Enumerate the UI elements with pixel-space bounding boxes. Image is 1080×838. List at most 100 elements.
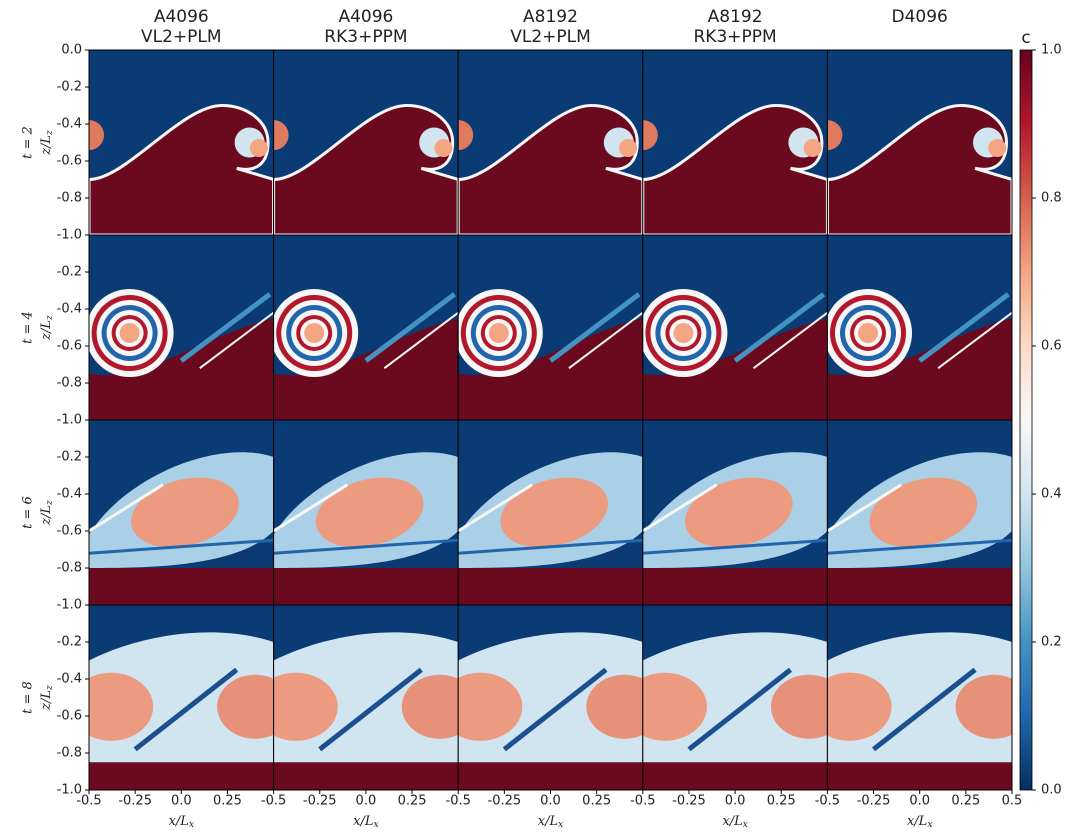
panel-art: [89, 672, 154, 741]
panel-art: [827, 120, 843, 151]
panel-art: [827, 483, 903, 533]
row-label: t = 2: [21, 126, 36, 159]
panel-art: [937, 311, 1013, 369]
panel-art: [827, 568, 1012, 605]
row-label: t = 4: [21, 311, 36, 344]
y-tick-label: -0.2: [57, 635, 82, 650]
panel-art: [364, 292, 457, 363]
y-tick-label: -1.0: [57, 783, 82, 798]
panel-art: [642, 318, 828, 420]
panel-art: [458, 538, 643, 555]
x-axis-label-sub: x: [189, 820, 194, 830]
panel: [642, 605, 828, 790]
y-tick-label: -0.4: [57, 117, 82, 132]
panel-art: [803, 139, 822, 158]
panel-art: [273, 483, 349, 533]
y-axis-label: z/Lz: [39, 500, 55, 526]
panel: [89, 50, 274, 235]
x-tick-label: -0.5: [446, 794, 471, 809]
y-axis-label-sub: z: [45, 685, 55, 691]
x-tick-label: 0.25: [213, 794, 242, 809]
panel-art: [827, 538, 1013, 555]
colorbar-tick-label: 1.0: [1041, 43, 1062, 58]
x-tick-label: -0.25: [672, 794, 706, 809]
panel: [827, 235, 1013, 420]
panel-art: [458, 672, 523, 741]
x-tick-label: -0.5: [76, 794, 101, 809]
panel-art: [869, 477, 978, 548]
panel-art: [89, 538, 274, 555]
x-tick-label: -0.25: [303, 794, 337, 809]
x-tick-label: 0.25: [582, 794, 611, 809]
x-tick-label: -0.25: [118, 794, 152, 809]
panel-art: [131, 477, 239, 548]
panel: [273, 235, 459, 420]
panel-art: [199, 311, 274, 369]
panel-art: [619, 139, 638, 158]
panel-art: [827, 318, 1012, 420]
panel-art: [642, 568, 828, 605]
panel: [458, 50, 643, 235]
panel-art: [383, 311, 459, 369]
y-tick-label: -0.8: [57, 561, 82, 576]
panel-art: [770, 674, 828, 739]
x-axis-label-main: x/L: [907, 814, 927, 829]
panel-art: [318, 667, 423, 752]
y-tick-label: -0.2: [57, 265, 82, 280]
column-title: A4096: [338, 7, 393, 27]
y-tick-label: -0.2: [57, 80, 82, 95]
panel-art: [488, 323, 509, 344]
panel-art: [273, 103, 459, 235]
panel-art: [502, 667, 608, 752]
x-axis-label: x/Lx: [538, 814, 563, 830]
panel-art: [458, 568, 643, 605]
panel-art: [955, 674, 1013, 739]
x-axis-label-main: x/L: [538, 814, 558, 829]
x-axis-label-main: x/L: [722, 814, 742, 829]
x-tick-label: 0.0: [725, 794, 746, 809]
y-axis-label-main: z/L: [39, 505, 54, 526]
y-tick-label: -1.0: [57, 598, 82, 613]
x-tick-label: 0.25: [767, 794, 796, 809]
x-tick-label: 0.25: [398, 794, 427, 809]
panel-art: [458, 483, 533, 533]
x-tick-label: -0.5: [630, 794, 655, 809]
panel-art: [918, 292, 1010, 363]
panel-art: [687, 667, 793, 752]
column-title: VL2+PLM: [510, 27, 591, 47]
y-axis-label-main: z/L: [39, 135, 54, 156]
panel-art: [89, 568, 274, 605]
panel: [273, 605, 459, 790]
x-tick-label: -0.25: [857, 794, 891, 809]
y-axis-label-sub: z: [45, 500, 55, 506]
panel-art: [458, 120, 474, 151]
panel-art: [642, 672, 707, 741]
y-axis-label: z/Lz: [39, 315, 55, 341]
x-axis-label-sub: x: [743, 820, 748, 830]
panel-art: [315, 477, 424, 548]
x-tick-label: -0.25: [488, 794, 522, 809]
panel: [273, 420, 459, 605]
y-axis-label-main: z/L: [39, 690, 54, 711]
colorbar-tick-label: 0.2: [1041, 635, 1062, 650]
panel: [458, 420, 643, 605]
y-axis-label-sub: z: [45, 315, 55, 321]
y-tick-label: -0.4: [57, 487, 82, 502]
panel-art: [568, 311, 643, 369]
panel-art: [249, 139, 268, 158]
x-tick-label: 0.0: [540, 794, 561, 809]
y-tick-label: -1.0: [57, 228, 82, 243]
y-tick-label: -0.6: [57, 709, 82, 724]
panel: [458, 235, 643, 420]
panel-art: [273, 318, 459, 420]
panel-art: [858, 323, 879, 344]
panel-art: [872, 667, 977, 752]
x-axis-label-sub: x: [927, 820, 932, 830]
y-tick-label: -0.4: [57, 672, 82, 687]
row-label: t = 8: [21, 681, 36, 714]
y-tick-label: -0.4: [57, 302, 82, 317]
panel-art: [548, 292, 641, 363]
panel-art: [642, 120, 658, 151]
panel-art: [304, 323, 325, 344]
x-axis-label: x/Lx: [169, 814, 194, 830]
